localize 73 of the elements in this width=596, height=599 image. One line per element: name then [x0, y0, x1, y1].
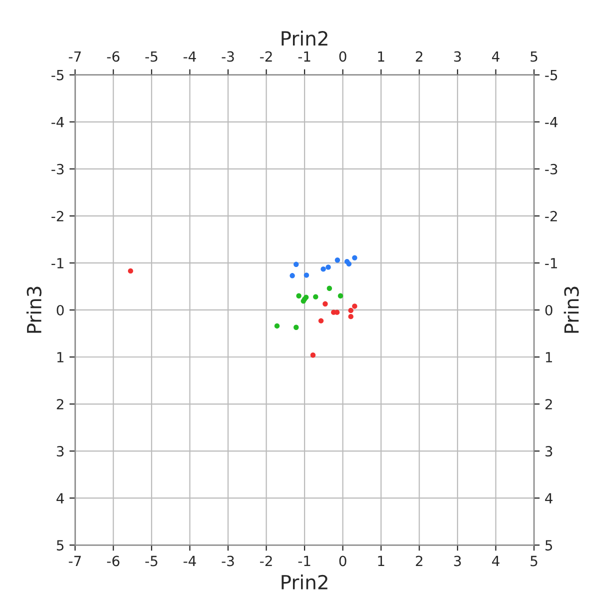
- y-axis-title: Prin3: [26, 286, 42, 333]
- y2-tick-label: 1: [546, 352, 552, 362]
- point: [338, 293, 344, 298]
- point: [348, 308, 354, 314]
- point: [128, 268, 134, 274]
- y-tick-label: 5: [56, 540, 64, 551]
- x-axis-title: Prin2: [282, 574, 328, 590]
- x2-tick-label: 4: [492, 51, 500, 62]
- x-tick-label: -2: [260, 556, 272, 566]
- y-tick-label: -3: [52, 164, 64, 174]
- x-tick-label: -4: [184, 556, 196, 566]
- point: [294, 324, 299, 330]
- point: [352, 304, 358, 309]
- x2-tick-label: 1: [378, 51, 384, 62]
- y2-axis-title: Prin3: [564, 286, 579, 333]
- y2-tick-label: -2: [545, 210, 557, 222]
- x-tick-label: 2: [416, 556, 422, 566]
- y-tick-label: -4: [52, 117, 64, 128]
- point: [313, 294, 318, 300]
- y2-tick-label: -5: [545, 70, 558, 80]
- x-tick-label: -1: [298, 556, 310, 566]
- y2-tick-label: 4: [545, 493, 552, 504]
- point: [322, 301, 328, 306]
- x2-tick-label: -4: [184, 51, 196, 62]
- y-tick-label: -5: [52, 70, 64, 80]
- y-tick-label: -1: [52, 258, 64, 268]
- point: [326, 286, 332, 291]
- x-tick-label: 5: [530, 556, 538, 566]
- y2-tick-label: -4: [545, 117, 558, 128]
- x-tick-label: -7: [68, 556, 81, 566]
- point: [310, 352, 316, 358]
- y2-tick-label: 3: [545, 446, 552, 457]
- point: [346, 261, 352, 266]
- point: [326, 264, 331, 270]
- x2-axis-title: Prin2: [282, 30, 328, 46]
- x-tick-label: 1: [378, 556, 384, 566]
- y2-tick-label: 0: [545, 304, 552, 316]
- y-tick-label: 3: [56, 446, 64, 457]
- point: [352, 255, 358, 260]
- y2-tick-label: -3: [545, 164, 558, 174]
- x-tick-label: 0: [339, 556, 346, 566]
- x2-tick-label: -6: [107, 51, 120, 62]
- y-tick-label: 0: [56, 304, 64, 316]
- x2-tick-label: 0: [339, 51, 346, 62]
- x-tick-label: -5: [145, 556, 158, 566]
- point: [296, 293, 302, 298]
- point: [290, 273, 295, 278]
- point: [318, 318, 324, 324]
- point: [304, 272, 310, 278]
- x-tick-label: 4: [492, 556, 500, 566]
- x2-tick-label: 3: [454, 51, 461, 62]
- x2-tick-label: 2: [416, 51, 422, 62]
- x-tick-label: -6: [107, 556, 120, 566]
- point: [320, 266, 326, 272]
- point: [294, 262, 299, 267]
- y-tick-label: -2: [52, 210, 64, 222]
- x2-tick-label: 5: [530, 51, 538, 62]
- y-tick-label: 4: [56, 493, 64, 504]
- y2-tick-label: -1: [545, 258, 557, 268]
- x-tick-label: -3: [222, 556, 234, 566]
- x-tick-label: 3: [454, 556, 461, 566]
- point: [274, 323, 280, 329]
- x2-tick-label: -5: [145, 51, 158, 62]
- point: [348, 314, 354, 320]
- x2-tick-label: -3: [222, 51, 234, 62]
- y2-tick-label: 5: [546, 540, 552, 551]
- y-tick-label: 1: [57, 352, 64, 362]
- y-tick-label: 2: [56, 398, 64, 410]
- x2-tick-label: -1: [298, 51, 310, 62]
- y2-tick-label: 2: [545, 398, 552, 410]
- x2-tick-label: -7: [68, 51, 81, 62]
- point: [334, 258, 340, 263]
- x2-tick-label: -2: [260, 51, 272, 62]
